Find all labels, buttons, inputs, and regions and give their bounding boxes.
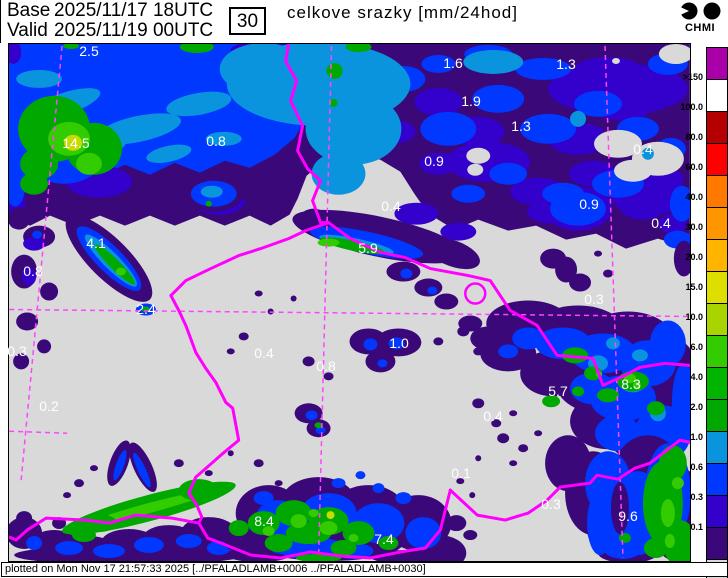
scale-block — [706, 431, 728, 464]
base-datetime: 2025/11/17 18UTC — [54, 0, 214, 21]
scale-tick-label: >150 — [682, 72, 703, 82]
scale-block — [706, 271, 728, 304]
scale-block — [706, 367, 728, 400]
scale-tick-label: 60.0 — [685, 162, 703, 172]
scale-tick-label: 4.0 — [690, 372, 703, 382]
border-enclave-loop — [464, 282, 487, 305]
scale-block — [706, 207, 728, 240]
scale-block — [706, 303, 728, 336]
precip-value-label: 0.1 — [451, 465, 471, 481]
precipitation-map: 2.5 1.6 1.3 1.9 14.5 0.8 1.3 0.9 0.4 0.4 0.9 0.4 4.1… — [7, 43, 691, 562]
page-title: celkove srazky [mm/24hod] — [287, 3, 518, 22]
precip-value-label: 0.4 — [381, 198, 401, 214]
color-scale-bar — [706, 47, 728, 578]
precip-value-label: 2.5 — [79, 43, 99, 59]
chmi-logo-icon — [678, 2, 721, 20]
precip-value-label: 8.4 — [254, 513, 274, 529]
scale-tick-label: 80.0 — [685, 132, 703, 142]
scale-tick-label: 15.0 — [685, 282, 703, 292]
precip-value-label: 1.9 — [461, 93, 481, 109]
precip-value-label: 0.4 — [651, 215, 671, 231]
precipitation-field — [9, 44, 690, 561]
precip-south-band — [9, 440, 478, 561]
scale-block — [706, 47, 728, 80]
latlon-grid — [9, 45, 690, 559]
scale-block — [706, 463, 728, 496]
chmi-logo: CHMI — [675, 2, 725, 34]
scale-tick-label: 10.0 — [685, 312, 703, 322]
precip-value-label: 7.4 — [374, 531, 394, 547]
base-label: Base — [7, 0, 51, 21]
chmi-logo-text: CHMI — [684, 22, 716, 34]
precip-value-label: 1.3 — [556, 56, 576, 72]
precip-value-label: 9.6 — [618, 508, 638, 524]
scale-tick-label: 0.6 — [690, 462, 703, 472]
precip-value-label: 1.3 — [511, 118, 531, 134]
scale-block — [706, 239, 728, 272]
precip-value-label: 1.0 — [389, 335, 409, 351]
precip-value-label: 1.6 — [443, 55, 463, 71]
precip-value-label: 0.8 — [206, 133, 226, 149]
scale-tick-label: 6.0 — [690, 342, 703, 352]
scale-block — [706, 527, 728, 560]
scale-block — [706, 335, 728, 368]
footer: plotted on Mon Nov 17 21:57:33 2025 [../… — [1, 562, 728, 577]
precip-value-label: 14.5 — [62, 135, 90, 151]
precip-value-label: 0.9 — [579, 196, 599, 212]
precip-value-label: 5.9 — [358, 240, 378, 256]
precip-value-label: 0.4 — [254, 345, 274, 361]
scale-tick-label: 2.0 — [690, 402, 703, 412]
valid-datetime: 2025/11/19 00UTC — [54, 20, 214, 41]
precip-value-label: 5.7 — [548, 383, 568, 399]
scale-tick-label: 1.0 — [690, 432, 703, 442]
scale-tick-label: 0.1 — [690, 522, 703, 532]
precip-value-label: 0.3 — [584, 291, 604, 307]
precip-value-label: 0.4 — [483, 408, 503, 424]
country-border — [9, 44, 690, 560]
precip-southeast-field — [456, 300, 690, 561]
precip-north-band — [9, 44, 690, 249]
precip-value-label: 0.4 — [633, 141, 653, 157]
precip-value-label: 0.2 — [39, 398, 59, 414]
scale-tick-label: 30.0 — [685, 222, 703, 232]
forecast-step-box: 30 — [229, 7, 266, 35]
scale-tick-label: 100.0 — [680, 102, 703, 112]
color-scale: >150 100.0 80.0 60.0 40.0 30.0 20.0 15.0 10.0 6.0… — [667, 47, 728, 578]
scale-tick-label: 20.0 — [685, 252, 703, 262]
precip-value-label: 2.4 — [136, 301, 156, 317]
precip-value-label: 8.3 — [621, 376, 641, 392]
scale-tick-label: 40.0 — [685, 192, 703, 202]
valid-label: Valid — [7, 20, 48, 41]
precip-value-label: 0.3 — [7, 343, 27, 359]
scale-block — [706, 111, 728, 144]
scale-block — [706, 79, 728, 112]
precip-value-label: 0.8 — [316, 358, 336, 374]
scale-block — [706, 175, 728, 208]
precip-value-label: 4.1 — [86, 235, 106, 251]
precip-value-label: 0.9 — [424, 153, 444, 169]
plot-info: plotted on Mon Nov 17 21:57:33 2025 [../… — [5, 563, 426, 575]
precip-value-label: 0.8 — [23, 263, 43, 279]
scale-block — [706, 399, 728, 432]
scale-tick-label: 0.3 — [690, 492, 703, 502]
header: Base 2025/11/17 18UTC Valid 2025/11/19 0… — [0, 0, 728, 43]
precip-value-label: 0.3 — [541, 496, 561, 512]
precip-middle-band — [9, 175, 690, 438]
scale-block — [706, 495, 728, 528]
scale-block — [706, 143, 728, 176]
